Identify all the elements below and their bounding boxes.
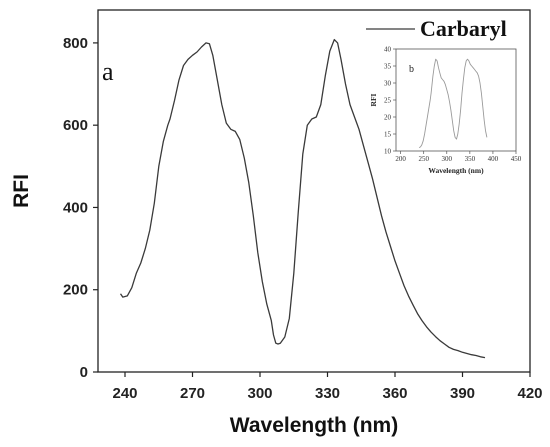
inset-chart: 200 250 300 350 400 450 10 15 20 25 30 35 40 Wavelen… <box>369 46 522 176</box>
y-tick-label: 800 <box>63 35 88 52</box>
y-axis-title: RFI <box>10 174 33 208</box>
panel-label-a: a <box>102 57 114 86</box>
main-ticks: 240 270 300 330 360 390 420 0 200 400 600 800 <box>63 35 543 402</box>
inset-x-tick-label: 350 <box>465 155 476 163</box>
inset-x-axis-title: Wavelength (nm) <box>428 166 484 175</box>
inset-plot-frame <box>395 48 517 152</box>
y-tick-label: 0 <box>80 364 88 381</box>
inset-x-tick-label: 400 <box>488 155 499 163</box>
y-tick-label: 600 <box>63 117 88 134</box>
carbaryl-spectrum-line <box>119 38 486 359</box>
x-axis-title: Wavelength (nm) <box>230 414 398 437</box>
x-tick-label: 360 <box>382 385 407 402</box>
inset-y-tick-label: 40 <box>384 46 392 54</box>
inset-x-tick-label: 450 <box>511 155 522 163</box>
inset-y-tick-label: 10 <box>384 148 392 156</box>
x-tick-label: 270 <box>180 385 205 402</box>
legend: Carbaryl <box>366 16 507 41</box>
inset-ticks: 200 250 300 350 400 450 10 15 20 25 30 35 40 <box>384 46 522 164</box>
main-plot-frame <box>97 9 531 373</box>
inset-spectrum-line <box>418 58 488 149</box>
x-tick-label: 330 <box>315 385 340 402</box>
x-tick-label: 390 <box>450 385 475 402</box>
inset-y-axis-title: RFI <box>369 93 378 106</box>
inset-y-tick-label: 30 <box>384 80 392 88</box>
inset-x-tick-label: 300 <box>442 155 453 163</box>
x-tick-label: 420 <box>517 385 542 402</box>
y-tick-label: 400 <box>63 199 88 216</box>
legend-label-carbaryl: Carbaryl <box>420 16 507 41</box>
inset-x-tick-label: 200 <box>395 155 406 163</box>
inset-y-tick-label: 20 <box>384 114 392 122</box>
inset-x-tick-label: 250 <box>418 155 429 163</box>
inset-y-tick-label: 15 <box>384 131 392 139</box>
inset-y-tick-label: 35 <box>384 63 392 71</box>
y-tick-label: 200 <box>63 282 88 299</box>
x-tick-label: 240 <box>112 385 137 402</box>
panel-label-b: b <box>409 64 414 75</box>
inset-y-tick-label: 25 <box>384 97 392 105</box>
x-tick-label: 300 <box>247 385 272 402</box>
